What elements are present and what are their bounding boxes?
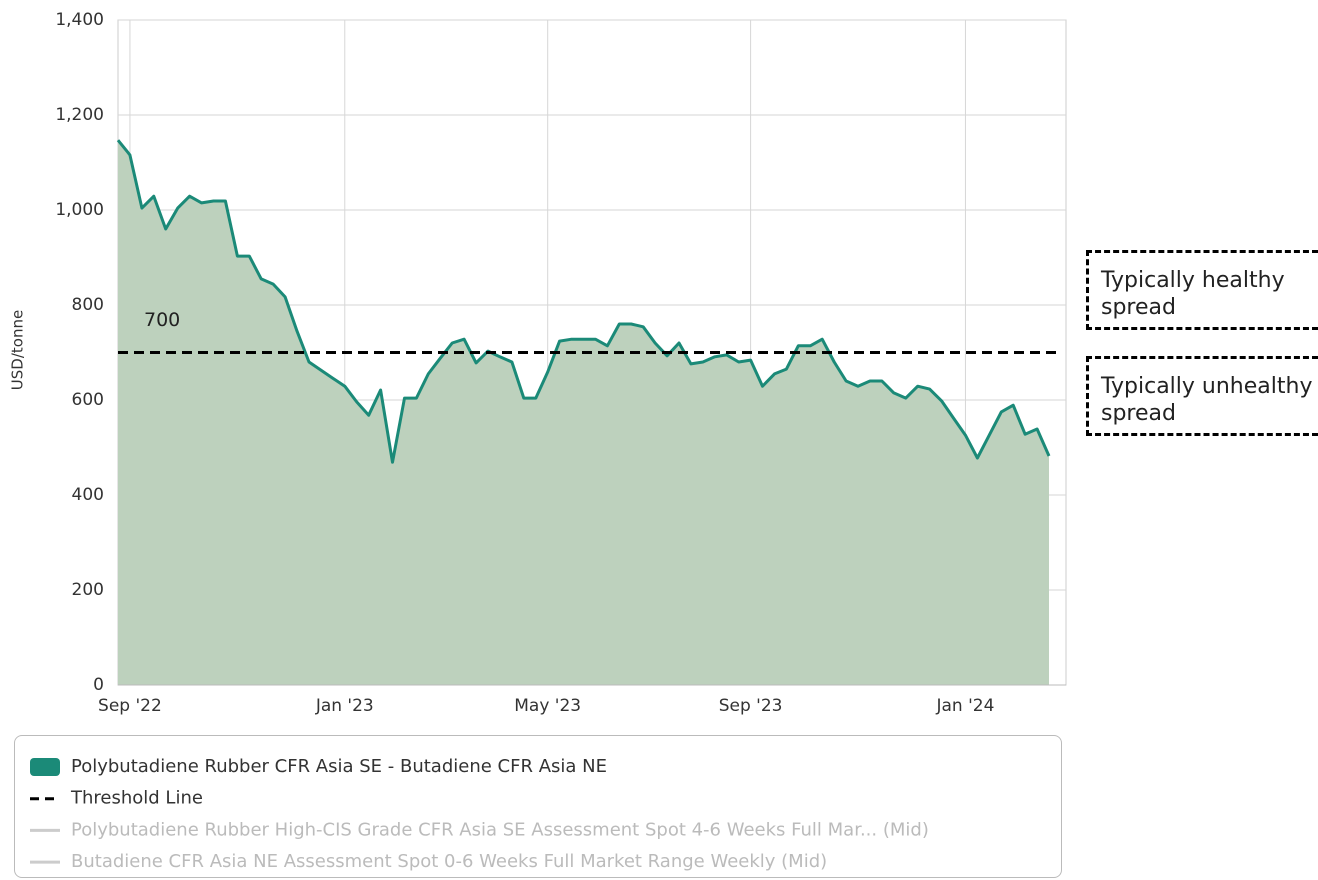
y-tick-label: 1,400 bbox=[55, 10, 104, 30]
y-axis-label: USD/tonne bbox=[9, 310, 27, 390]
x-tick-label: Jan '23 bbox=[315, 696, 374, 716]
y-tick-label: 200 bbox=[72, 580, 104, 600]
y-tick-label: 1,000 bbox=[55, 200, 104, 220]
x-tick-label: Sep '22 bbox=[98, 696, 162, 716]
y-tick-label: 800 bbox=[72, 295, 104, 315]
x-tick-label: May '23 bbox=[514, 696, 581, 716]
threshold-label: 700 bbox=[144, 309, 180, 331]
annotation: Typically healthy spread bbox=[1086, 250, 1318, 330]
y-tick-label: 1,200 bbox=[55, 105, 104, 125]
legend-label: Polybutadiene Rubber High-CIS Grade CFR … bbox=[71, 819, 929, 840]
legend-label: Polybutadiene Rubber CFR Asia SE - Butad… bbox=[71, 756, 607, 777]
annotation: Typically unhealthy spread bbox=[1086, 356, 1318, 436]
legend-swatch bbox=[30, 758, 60, 776]
y-tick-label: 400 bbox=[72, 485, 104, 505]
legend-label: Butadiene CFR Asia NE Assessment Spot 0-… bbox=[71, 851, 827, 872]
y-tick-label: 600 bbox=[72, 390, 104, 410]
line bbox=[116, 139, 1051, 464]
y-tick-label: 0 bbox=[93, 675, 104, 695]
x-tick-label: Sep '23 bbox=[719, 696, 783, 716]
legend bbox=[14, 735, 1062, 878]
legend-label: Threshold Line bbox=[70, 788, 203, 809]
area bbox=[118, 140, 1049, 685]
x-tick-label: Jan '24 bbox=[935, 696, 994, 716]
